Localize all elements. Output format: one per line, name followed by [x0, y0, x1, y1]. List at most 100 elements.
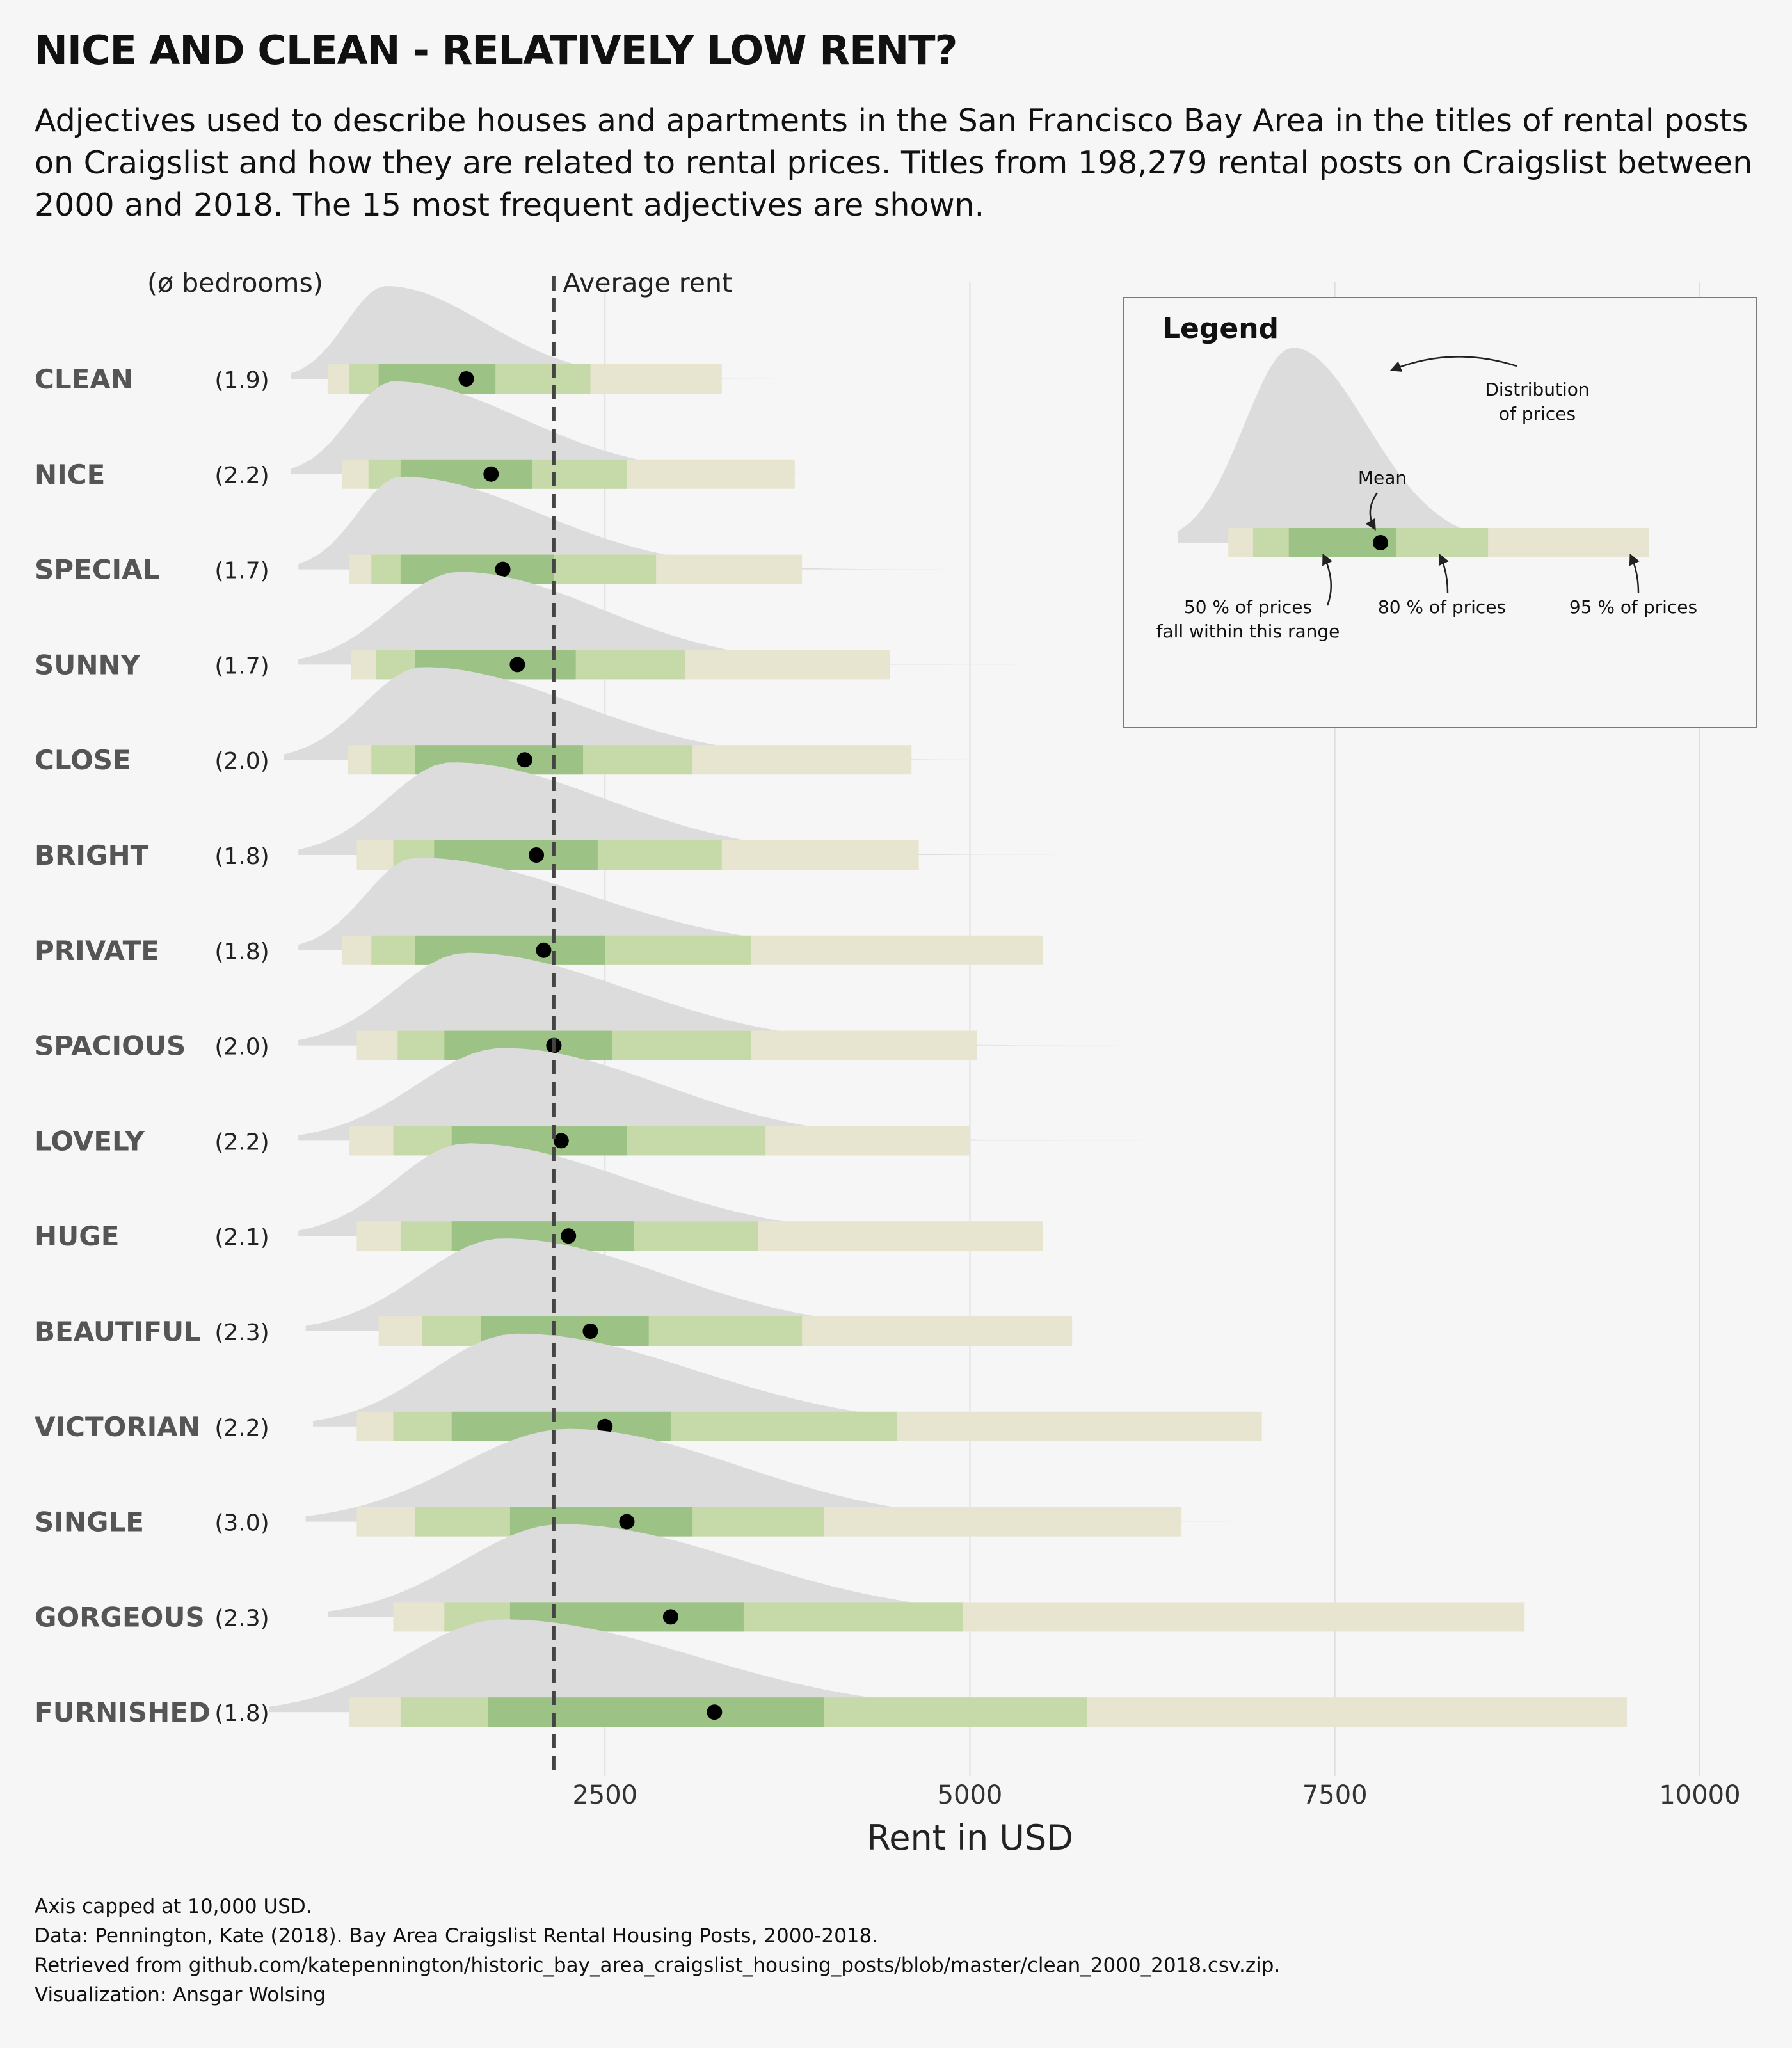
bedrooms-label: (2.0) [214, 748, 269, 774]
category-label: CLEAN [35, 364, 133, 395]
mean-dot [662, 1609, 678, 1625]
mean-dot [536, 942, 552, 958]
density-curve [298, 476, 1262, 570]
legend-arrow-80 [1438, 553, 1449, 593]
density-curve [298, 572, 1335, 665]
density-curve [305, 1238, 1525, 1331]
density-curve [298, 1143, 1496, 1236]
category-label: FURNISHED [35, 1697, 211, 1728]
chart-subtitle: Adjectives used to describe houses and a… [35, 102, 1753, 223]
category-label: NICE [35, 459, 105, 490]
legend: Legend Distribution of prices Mean 50 % of p… [1123, 297, 1757, 728]
caption-line-axis-note: Axis capped at 10,000 USD. [35, 1895, 312, 1918]
legend-mean-label: Mean [1358, 467, 1407, 488]
density-curve [327, 1524, 1700, 1617]
legend-arrow-50 [1322, 553, 1332, 606]
legend-95-label: 95 % of prices [1569, 596, 1697, 618]
caption-line-data: Data: Pennington, Kate (2018). Bay Area … [35, 1924, 879, 1948]
legend-arrow-distribution [1389, 356, 1517, 372]
category-label: HUGE [35, 1220, 119, 1252]
mean-dot [619, 1514, 635, 1530]
density-curve [298, 1048, 1496, 1141]
x-tick-label: 5000 [938, 1780, 1003, 1810]
row-beautiful: BEAUTIFUL (2.3) [35, 1238, 1525, 1347]
legend-arrow-95 [1629, 553, 1640, 593]
chart-canvas: (ø bedrooms) CLEAN (1.9) NICE (2.2) SPECIAL (1… [35, 268, 1757, 1858]
legend-80-label: 80 % of prices [1378, 596, 1506, 618]
legend-arrow-mean [1365, 492, 1379, 531]
bedrooms-label: (1.8) [214, 939, 269, 965]
category-label: LOVELY [35, 1125, 145, 1156]
x-axis: 2500 5000 7500 10000 Rent in USD [572, 1780, 1740, 1858]
mean-dot [561, 1228, 577, 1244]
bedrooms-label: (1.8) [214, 844, 269, 870]
bedrooms-label: (3.0) [214, 1510, 269, 1537]
row-bright: BRIGHT (1.8) [35, 762, 1408, 871]
bedrooms-label: (1.8) [214, 1700, 269, 1727]
category-label: PRIVATE [35, 935, 159, 966]
density-curve [291, 381, 1189, 474]
bedrooms-header: (ø bedrooms) [147, 268, 323, 298]
bedrooms-label: (2.2) [214, 1415, 269, 1441]
row-lovely: LOVELY (2.2) [35, 1048, 1496, 1156]
bedrooms-label: (2.3) [214, 1605, 269, 1631]
caption-line-source: Retrieved from github.com/katepennington… [35, 1954, 1281, 1977]
row-nice: NICE (2.2) [35, 381, 1189, 490]
chart-title: NICE AND CLEAN - RELATIVELY LOW RENT? [35, 27, 957, 74]
row-spacious: SPACIOUS (2.0) [35, 952, 1481, 1062]
mean-dot [597, 1418, 613, 1434]
category-label: SPECIAL [35, 554, 159, 586]
category-label: BRIGHT [35, 840, 149, 871]
mean-dot [509, 657, 525, 673]
mean-dot [707, 1704, 723, 1720]
mean-dot [495, 561, 511, 577]
row-victorian: VICTORIAN (2.2) [35, 1333, 1627, 1443]
density-curve [298, 952, 1481, 1046]
x-axis-label: Rent in USD [867, 1818, 1073, 1858]
bedrooms-label: (1.9) [214, 367, 269, 394]
row-single: SINGLE (3.0) [35, 1428, 1627, 1538]
density-curve [298, 762, 1408, 855]
average-rent-marker: Average rent [552, 268, 732, 1772]
mean-dot [516, 752, 532, 768]
category-label: CLOSE [35, 744, 131, 776]
caption: Axis capped at 10,000 USD. Data: Penning… [35, 1892, 1280, 2010]
density-curve [305, 1428, 1627, 1522]
bedrooms-label: (2.0) [214, 1034, 269, 1060]
row-special: SPECIAL (1.7) [35, 476, 1262, 586]
x-tick-label: 10000 [1659, 1780, 1740, 1810]
category-label: BEAUTIFUL [35, 1316, 201, 1347]
bedrooms-label: (1.7) [214, 558, 269, 584]
mean-dot [582, 1324, 598, 1339]
category-label: SUNNY [35, 649, 141, 680]
category-label: GORGEOUS [35, 1601, 205, 1633]
legend-mean-dot [1373, 535, 1388, 550]
x-tick-label: 7500 [1302, 1780, 1368, 1810]
row-private: PRIVATE (1.8) [35, 857, 1481, 966]
legend-distribution-label: Distribution of prices [1485, 379, 1589, 424]
density-curve [298, 857, 1481, 950]
row-furnished: FURNISHED (1.8) [35, 1619, 1700, 1728]
row-clean: CLEAN (1.9) [35, 286, 1000, 395]
mean-dot [458, 371, 474, 387]
mean-dot [483, 466, 499, 482]
category-label: VICTORIAN [35, 1411, 200, 1443]
caption-line-credit: Visualization: Ansgar Wolsing [35, 1983, 326, 2006]
bedrooms-label: (2.2) [214, 1129, 269, 1155]
row-huge: HUGE (2.1) [35, 1143, 1496, 1252]
bedrooms-label: (2.1) [214, 1224, 269, 1251]
legend-density-curve [1178, 348, 1754, 543]
average-rent-label: Average rent [563, 268, 732, 298]
density-curve [269, 1619, 1700, 1713]
category-label: SINGLE [35, 1507, 144, 1538]
bedrooms-label: (1.7) [214, 653, 269, 679]
density-curve [291, 286, 1000, 379]
category-label: SPACIOUS [35, 1030, 186, 1062]
density-curve [313, 1333, 1627, 1427]
legend-50-label: 50 % of prices fall within this range [1156, 596, 1340, 642]
row-gorgeous: GORGEOUS (2.3) [35, 1524, 1700, 1633]
x-tick-label: 2500 [572, 1780, 637, 1810]
mean-dot [529, 847, 545, 863]
density-curve [284, 667, 1379, 760]
mean-dot [553, 1133, 569, 1149]
